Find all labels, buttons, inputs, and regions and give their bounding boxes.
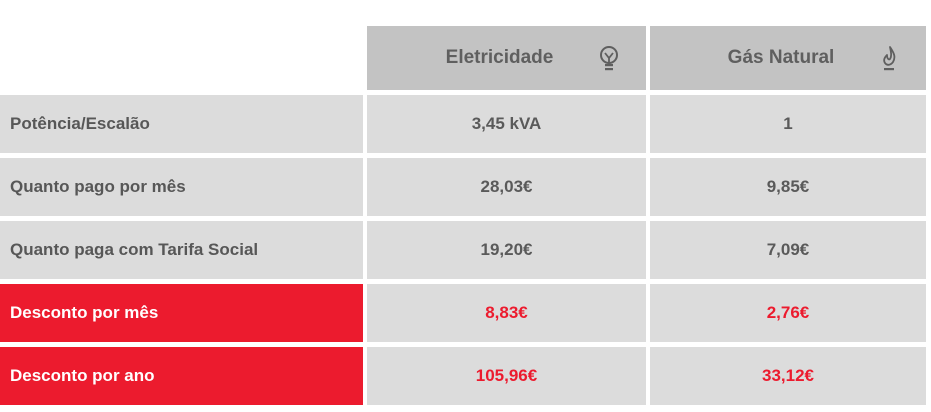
lightbulb-icon	[600, 46, 618, 71]
header-gas: Gás Natural	[650, 26, 926, 90]
row-label-yearly-discount: Desconto por ano	[0, 347, 363, 405]
header-electricity: Eletricidade	[367, 26, 646, 90]
row-yearly-discount-gas: 33,12€	[650, 347, 926, 405]
row-yearly-discount-electricity: 105,96€	[367, 347, 646, 405]
row-power-electricity: 3,45 kVA	[367, 95, 646, 153]
row-label-monthly-payment: Quanto pago por mês	[0, 158, 363, 216]
row-monthly-discount-electricity: 8,83€	[367, 284, 646, 342]
header-electricity-label: Eletricidade	[445, 47, 554, 68]
row-label-social-tariff: Quanto paga com Tarifa Social	[0, 221, 363, 279]
row-social-gas: 7,09€	[650, 221, 926, 279]
flame-icon	[883, 46, 896, 71]
row-label-power: Potência/Escalão	[0, 95, 363, 153]
row-social-electricity: 19,20€	[367, 221, 646, 279]
row-monthly-discount-gas: 2,76€	[650, 284, 926, 342]
row-monthly-electricity: 28,03€	[367, 158, 646, 216]
header-gas-label: Gás Natural	[727, 47, 835, 68]
row-power-gas: 1	[650, 95, 926, 153]
row-monthly-gas: 9,85€	[650, 158, 926, 216]
row-label-monthly-discount: Desconto por mês	[0, 284, 363, 342]
